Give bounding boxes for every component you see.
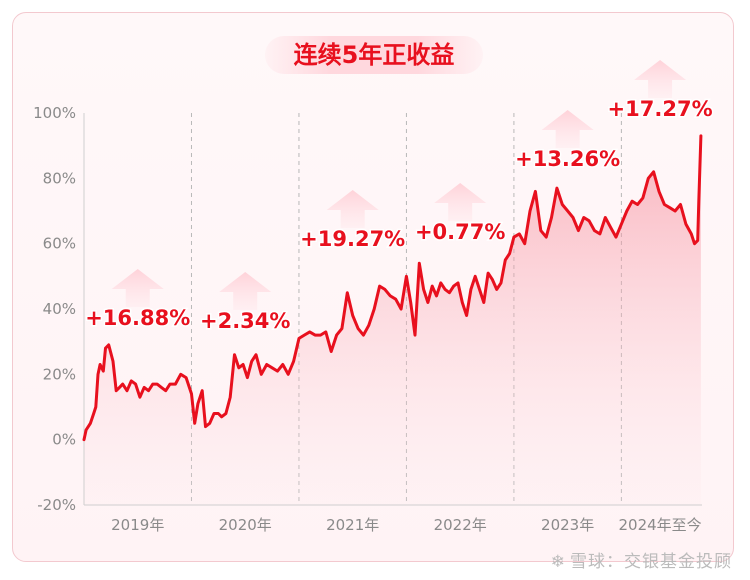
- up-arrow-icon: [541, 110, 594, 148]
- y-tick-label: 80%: [43, 169, 76, 187]
- snowball-logo-icon: ❄: [550, 552, 566, 572]
- up-arrow-icon: [634, 60, 687, 98]
- y-tick-label: 40%: [43, 300, 76, 318]
- up-arrow-icon: [111, 269, 164, 307]
- x-tick-label: 2019年: [111, 516, 164, 534]
- yearly-return-label: +19.27%: [300, 227, 405, 251]
- x-tick-label: 2022年: [434, 516, 487, 534]
- y-tick-label: 100%: [33, 104, 76, 122]
- x-tick-label: 2021年: [326, 516, 379, 534]
- yearly-return-label: +0.77%: [415, 220, 505, 244]
- yearly-return-label: +13.26%: [515, 147, 620, 171]
- y-tick-label: 0%: [52, 431, 76, 449]
- yearly-return-label: +17.27%: [608, 97, 713, 121]
- up-arrow-icon: [326, 190, 379, 228]
- yearly-return-label: +2.34%: [200, 309, 290, 333]
- x-tick-label: 2020年: [219, 516, 272, 534]
- y-tick-label: -20%: [37, 496, 76, 514]
- y-tick-label: 20%: [43, 365, 76, 383]
- watermark-text: 雪球：交银基金投顾: [570, 552, 732, 572]
- watermark: ❄ 雪球：交银基金投顾: [551, 547, 732, 572]
- chart-title: 连续5年正收益: [293, 41, 455, 69]
- up-arrow-icon: [219, 272, 272, 310]
- y-tick-label: 60%: [43, 235, 76, 253]
- series-line: [82, 134, 703, 442]
- title-pill: [265, 36, 483, 74]
- x-tick-label: 2023年: [541, 516, 594, 534]
- up-arrow-icon: [434, 183, 487, 221]
- yearly-return-label: +16.88%: [85, 306, 190, 330]
- series-area-fill: [84, 135, 701, 505]
- x-tick-label: 2024年至今: [618, 516, 701, 534]
